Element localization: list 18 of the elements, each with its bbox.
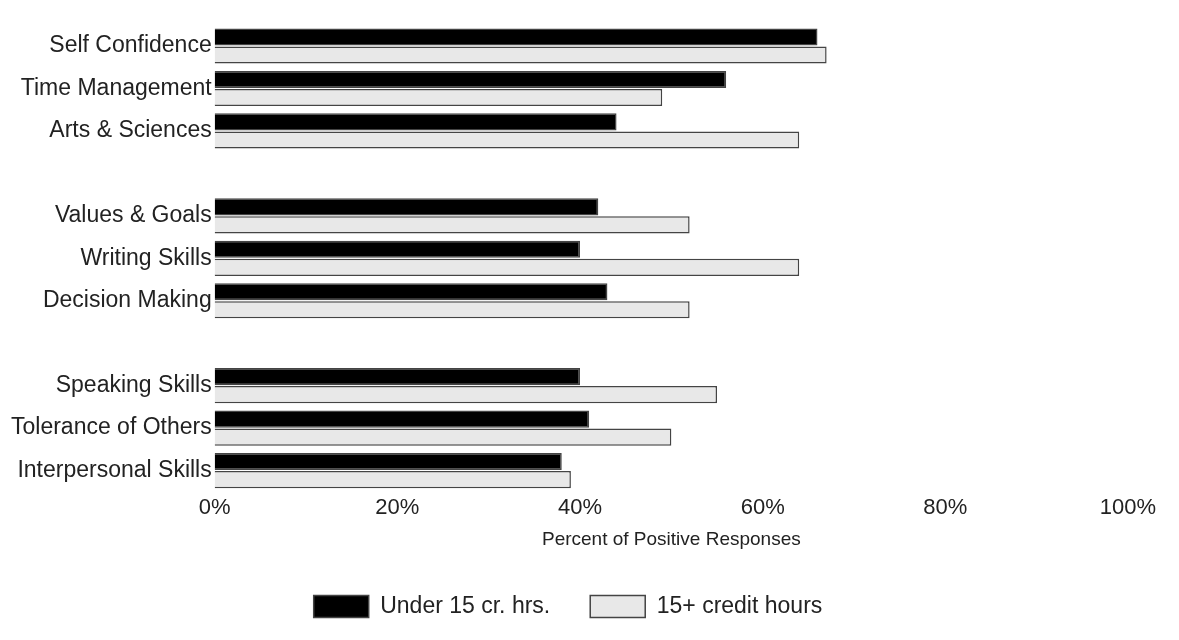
x-tick-label: 0% [198, 494, 231, 520]
x-tick-label: 40% [558, 494, 603, 520]
y-tick-label: Decision Making [42, 286, 212, 313]
y-tick-label: Tolerance of Others [10, 413, 212, 440]
x-tick-label: 20% [375, 494, 420, 520]
y-tick-label: Self Confidence [49, 31, 212, 58]
y-tick-label: Values & Goals [54, 201, 212, 228]
y-tick-label: Time Management [20, 73, 213, 100]
y-tick-label: Speaking Skills [55, 371, 212, 398]
x-tick-label: 60% [740, 494, 785, 520]
y-tick-label: Arts & Sciences [49, 116, 212, 143]
y-tick-label: Interpersonal Skills [17, 455, 212, 482]
x-tick-label: 100% [1099, 494, 1157, 520]
legend-label: Under 15 cr. hrs. [380, 591, 551, 618]
x-axis-title: Percent of Positive Responses [541, 527, 801, 549]
y-tick-label: Writing Skills [80, 243, 212, 270]
x-tick-label: 80% [923, 494, 968, 520]
legend-label: 15+ credit hours [656, 591, 823, 618]
